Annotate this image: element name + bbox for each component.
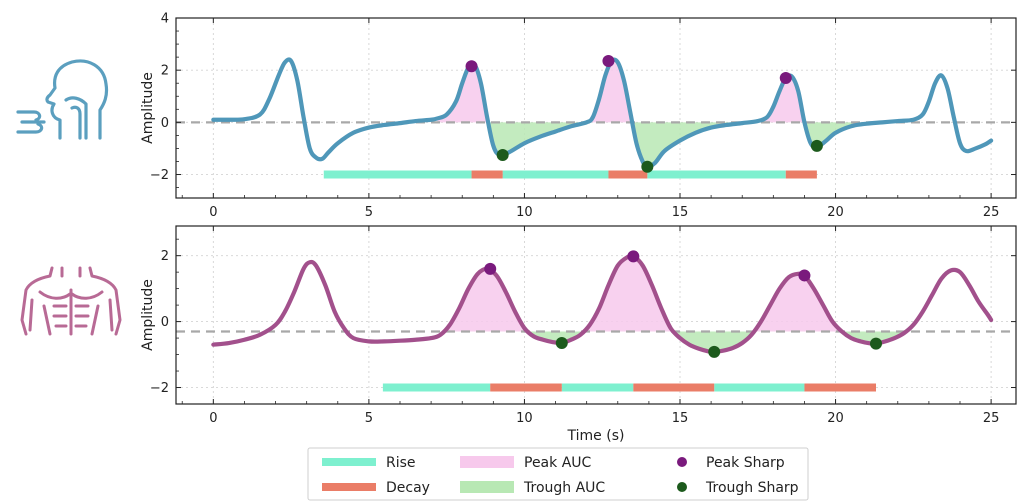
breathing-trough-sharp-2 [810,139,823,152]
breathing-peak-auc-2 [757,76,805,123]
x-axis-label: Time (s) [567,428,625,444]
abdominal-sharp-points [484,250,882,358]
legend: Rise Peak AUC Peak Sharp Decay Trough AUC Tro… [307,447,809,501]
abdominal-peak-auc-1 [586,256,671,332]
legend-item-trough-sharp: Trough Sharp [677,480,799,496]
legend-item-decay: Decay [322,480,430,496]
legend-items: Rise Peak AUC Peak Sharp Decay Trough AUC Tro… [322,455,799,496]
legend-swatch [460,481,514,493]
legend-swatch [677,482,687,492]
breathing-xtick-label-0: 0 [209,205,217,220]
breathing-xtick-label-3: 15 [672,205,689,220]
legend-label: Decay [386,480,430,496]
abdominal-peak-sharp-1 [627,250,640,263]
breathing-trough-sharp-0 [496,148,509,161]
breathing-peak-sharp-1 [602,55,615,68]
legend-label: Peak Sharp [706,455,785,471]
abdominal-ytick-label-0: −2 [150,381,169,396]
abdominal-peak-auc-0 [440,269,525,335]
breathing-y-axis-label: Amplitude [140,72,156,144]
torso-icon [20,266,122,336]
breathing-sharp-points [465,55,823,173]
abdominal-xtick-label-4: 20 [827,411,844,426]
legend-label: Rise [386,455,416,471]
breathing-ytick-label-2: 2 [161,64,169,79]
breathing-trough-sharp-1 [641,160,654,173]
breathing-ytick-label-3: 4 [161,12,169,27]
legend-swatch [460,456,514,468]
legend-item-peak-sharp: Peak Sharp [677,455,785,471]
legend-item-rise: Rise [322,455,416,471]
abdominal-peak-sharp-2 [798,269,811,282]
breathing-xtick-label-5: 25 [983,205,1000,220]
abdominal-peak-sharp-0 [484,262,497,275]
breathing-xtick-label-2: 10 [516,205,533,220]
abdominal-ticks: 0 5 10 15 20 25 −2 0 2 [150,226,1016,426]
abdominal-trough-sharp-2 [870,337,882,350]
breathing-xtick-label-4: 20 [827,205,844,220]
breathing-signal-line [211,57,994,169]
legend-label: Trough Sharp [705,480,799,496]
abdominal-trough-sharp-1 [708,345,721,358]
breathing-peak-auc-0 [437,65,489,125]
legend-label: Peak AUC [524,455,592,471]
legend-item-peak-auc: Peak AUC [460,455,592,471]
abdominal-xtick-label-0: 0 [209,411,217,426]
abdominal-y-axis-label: Amplitude [140,279,156,351]
abdominal-ytick-label-1: 0 [161,315,169,330]
breathing-panel: 0 5 10 15 20 25 −2 0 2 4 Amplitude [140,12,1017,220]
breathing-ytick-label-0: −2 [150,168,169,183]
abdominal-panel: 0 5 10 15 20 25 −2 0 2 Amplitude Time (s) [140,225,1017,444]
respiration-icon [16,59,109,140]
breathing-xtick-label-1: 5 [365,205,373,220]
abdominal-xtick-label-5: 25 [983,411,1000,426]
breathing-trough-auc-2 [804,120,904,147]
breathing-ticks: 0 5 10 15 20 25 −2 0 2 4 [150,12,1016,220]
legend-item-trough-auc: Trough AUC [460,480,605,496]
abdominal-xtick-label-3: 15 [672,411,689,426]
abdominal-ytick-label-2: 2 [161,249,169,264]
abdominal-peak-auc-2 [754,273,845,334]
breathing-axes-frame [175,17,1017,199]
abdominal-trough-sharp-0 [555,337,568,350]
breathing-trough-auc-1 [630,111,758,167]
legend-swatch [677,457,687,467]
abdominal-xtick-label-1: 5 [365,411,373,426]
abdominal-axes-frame [175,225,1017,405]
abdominal-xtick-label-2: 10 [516,411,533,426]
legend-label: Trough AUC [523,480,605,496]
breathing-peak-sharp-0 [465,60,478,73]
breathing-trough-auc-0 [488,122,587,155]
breathing-ytick-label-1: 0 [161,116,169,131]
breathing-peak-sharp-2 [779,72,792,84]
